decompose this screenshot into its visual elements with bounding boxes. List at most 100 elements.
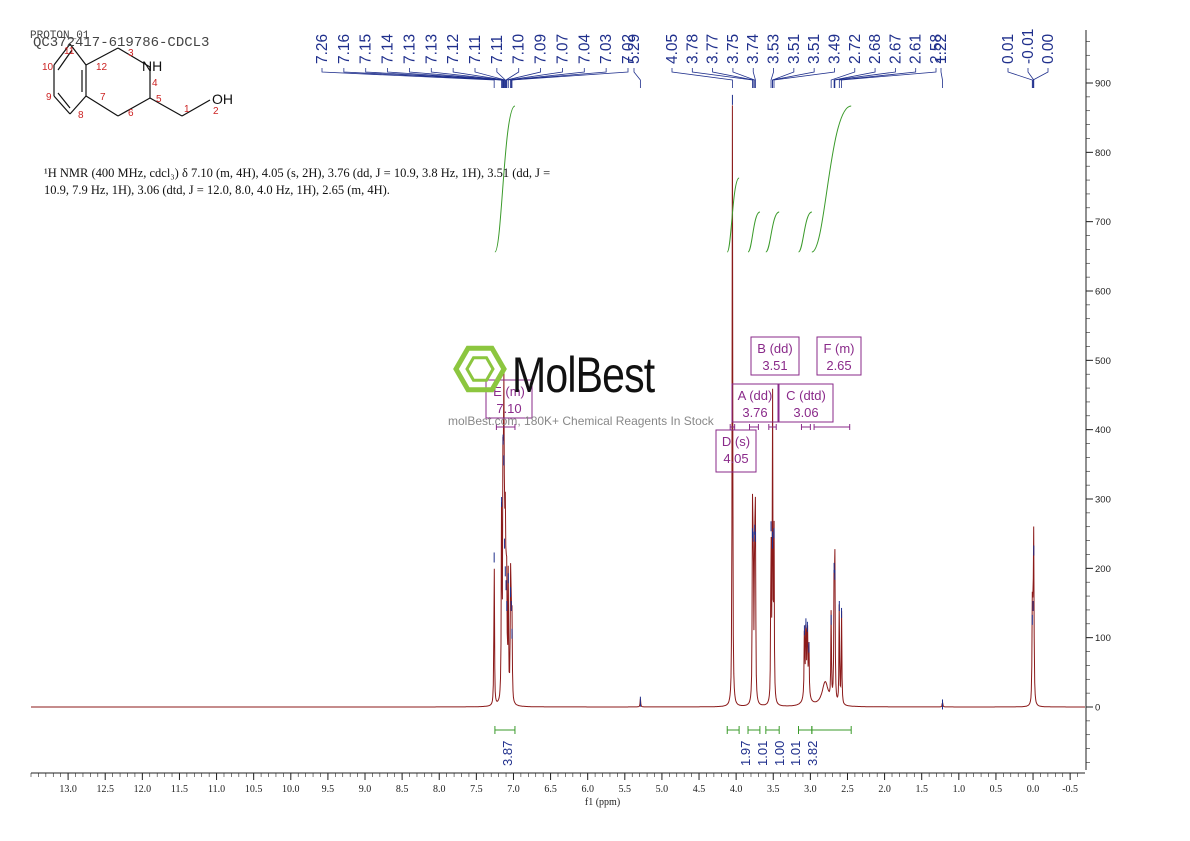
x-tick-label: 0.5 (990, 784, 1003, 795)
peak-label-connector (343, 68, 502, 88)
x-tick-label: 7.0 (507, 784, 520, 795)
y-tick-label: 0 (1095, 703, 1100, 714)
peak-label-connector (452, 68, 505, 88)
structure-bond (69, 43, 87, 66)
structure-bond (85, 47, 119, 66)
atom-number: 5 (156, 94, 162, 105)
peak-label-connector (321, 68, 495, 88)
x-tick-label: 12.5 (96, 784, 114, 795)
peak-label: 5.29 (626, 34, 643, 64)
watermark-name: MolBest (512, 347, 655, 403)
peak-label: 2.61 (908, 34, 925, 64)
x-axis-label: f1 (ppm) (585, 797, 620, 808)
peak-label-connector (387, 68, 504, 88)
atom-number: 4 (152, 78, 158, 89)
x-tick-label: -0.5 (1062, 784, 1078, 795)
peak-label: 7.13 (423, 34, 440, 64)
nmr-description: ¹H NMR (400 MHz, cdcl₃) δ 7.10 (m, 4H), … (44, 165, 589, 199)
y-tick-label: 100 (1095, 633, 1111, 644)
molbest-logo-icon (453, 345, 507, 393)
structure-double-bond (57, 49, 73, 71)
integral-label: 3.87 (500, 741, 515, 766)
atom-number: 6 (128, 108, 134, 119)
peak-label: 3.78 (684, 34, 701, 64)
atom-number: 2 (213, 106, 219, 117)
atom-number: 8 (78, 110, 84, 121)
peak-label: 2.68 (867, 34, 884, 64)
peak-label-connector (671, 68, 733, 88)
structure-double-bond (57, 92, 71, 109)
x-tick-label: 8.5 (396, 784, 409, 795)
x-tick-label: 2.0 (878, 784, 891, 795)
y-tick-label: 400 (1095, 425, 1111, 436)
integral-curve (765, 211, 780, 253)
integral-label: 1.00 (772, 741, 787, 766)
sample-name: QC372417-619786-CDCL3 (33, 35, 210, 51)
multiplet-shift: 7.10 (496, 401, 521, 416)
peak-label: 3.49 (826, 34, 843, 64)
multiplet-label: B (dd) (757, 341, 792, 356)
peak-label-connector (496, 68, 506, 88)
chemical-structure (53, 43, 211, 117)
logo-hex-outer (453, 345, 507, 393)
integral-curve (798, 211, 813, 253)
peak-label-connector (770, 68, 774, 88)
peak-label-connector (752, 68, 756, 88)
x-tick-label: 6.0 (581, 784, 594, 795)
peak-label-connector (430, 68, 505, 88)
structure-bond (117, 47, 151, 68)
peak-label: 7.04 (576, 33, 593, 64)
x-tick-label: 3.0 (804, 784, 817, 795)
atom-number: 9 (46, 92, 52, 103)
x-tick-label: 9.5 (322, 784, 335, 795)
x-tick-label: 5.5 (619, 784, 632, 795)
peak-label: 2.72 (847, 34, 864, 64)
peak-label: 7.26 (314, 34, 331, 64)
nmr-description-line-1: ¹H NMR (400 MHz, cdcl₃) δ 7.10 (m, 4H), … (44, 166, 551, 180)
integral-curve (811, 105, 852, 253)
multiplet-shift: 3.51 (762, 358, 787, 373)
multiplet-shift: 3.06 (793, 405, 818, 420)
peak-label: 7.11 (489, 35, 506, 64)
integral-curve (494, 105, 516, 253)
peak-label-connector (732, 68, 756, 88)
peak-label-connector (1032, 68, 1049, 88)
peak-label-connector (511, 68, 629, 88)
y-tick-label: 800 (1095, 148, 1111, 159)
peak-label: 7.13 (401, 34, 418, 64)
peak-label-connector (838, 68, 917, 88)
peak-label: 7.16 (336, 34, 353, 64)
x-tick-label: 11.0 (208, 784, 225, 795)
atom-number: 7 (100, 92, 106, 103)
x-tick-label: 9.0 (359, 784, 372, 795)
peak-label-connector (834, 68, 896, 88)
peak-label: 3.77 (705, 34, 722, 64)
peak-label: 7.07 (554, 34, 571, 64)
peak-label-connector (773, 68, 835, 88)
structure-bond (53, 43, 71, 66)
peak-label-connector (940, 68, 943, 88)
peak-label-connector (365, 68, 503, 88)
peak-label: 3.51 (786, 34, 803, 64)
x-tick-label: 2.5 (841, 784, 854, 795)
peak-label: 3.74 (745, 33, 762, 64)
structure-bond (117, 97, 151, 117)
peak-label: 3.75 (725, 34, 742, 64)
peak-label: 3.51 (806, 34, 823, 64)
x-tick-label: 3.5 (767, 784, 780, 795)
y-tick-label: 500 (1095, 356, 1111, 367)
peak-label-connector (830, 68, 856, 88)
peak-label: 7.14 (380, 33, 397, 64)
peak-label: 3.53 (766, 34, 783, 64)
atom-number: 3 (128, 48, 134, 59)
y-tick-label: 600 (1095, 287, 1111, 298)
x-tick-label: 7.5 (470, 784, 483, 795)
peak-label: 7.12 (445, 34, 462, 64)
structure-oh-label: OH (212, 91, 233, 107)
multiplet-label: E (m) (493, 384, 525, 399)
atom-number: 11 (64, 46, 75, 57)
experiment-name: PROTON_01 (30, 30, 90, 42)
y-tick-label: 300 (1095, 495, 1111, 506)
peak-label-connector (506, 68, 541, 88)
multiplet-shift: 2.65 (826, 358, 851, 373)
